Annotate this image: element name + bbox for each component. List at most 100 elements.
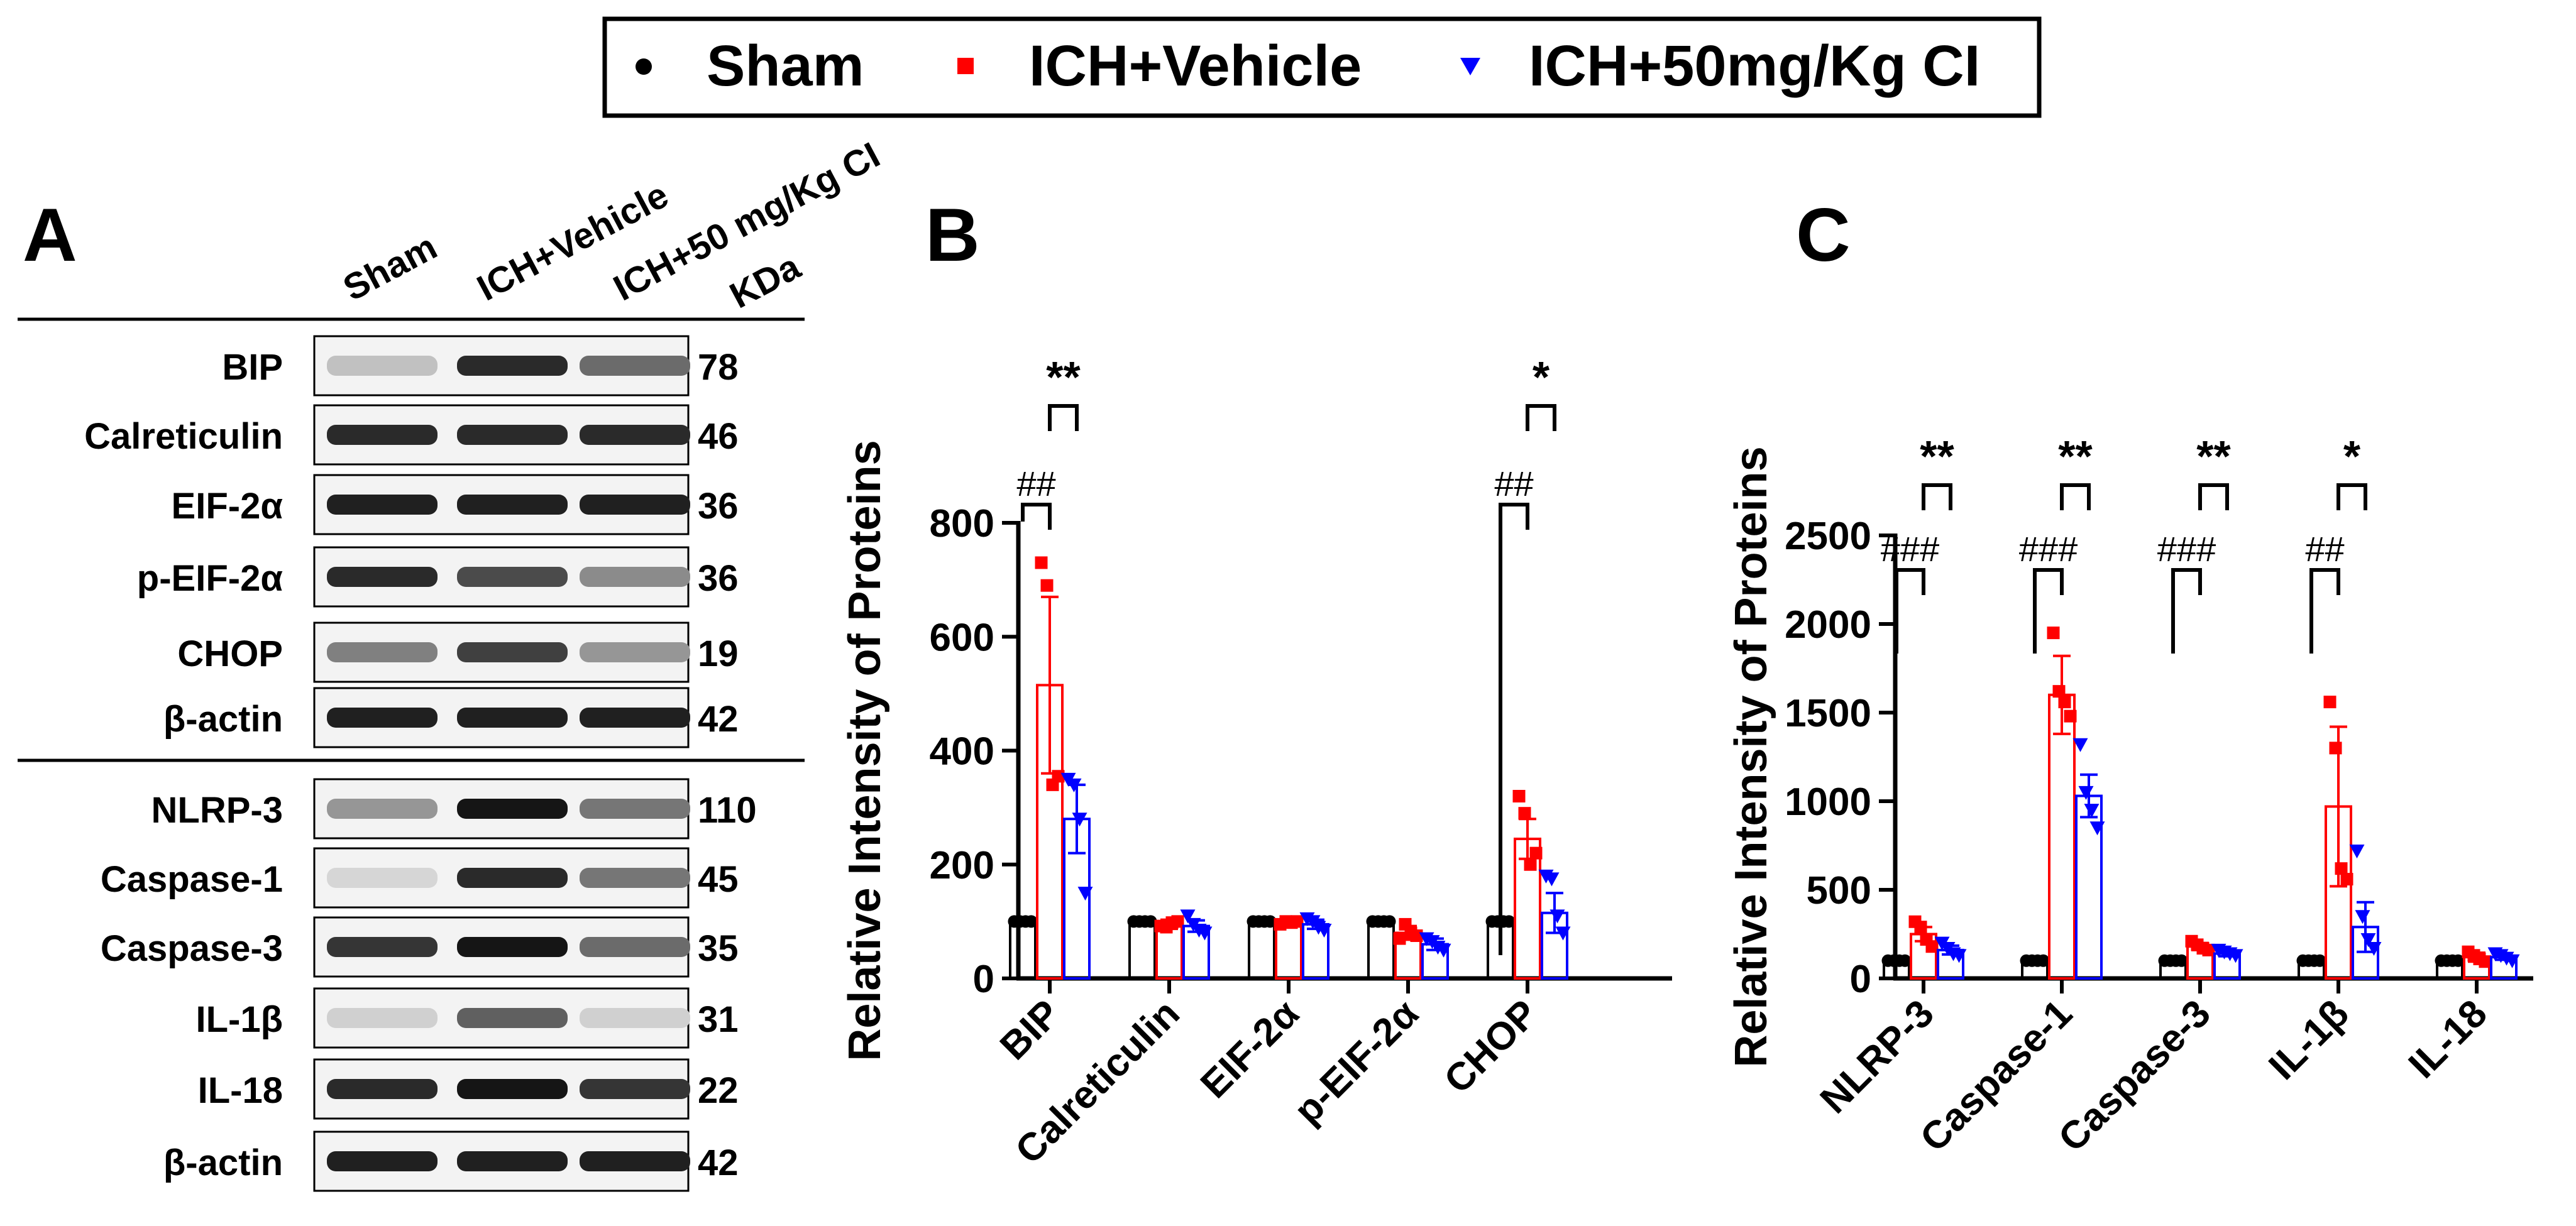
blot-row-4-p-eif-2alpha: p-EIF-2α 36 — [137, 546, 739, 608]
blot-protein-label: EIF-2α — [172, 486, 283, 527]
blot-kda-label: 110 — [698, 790, 757, 831]
y-tick-label: 800 — [930, 502, 994, 545]
data-point — [2037, 954, 2050, 967]
blot-band-lane-2 — [457, 937, 568, 957]
blot-band-lane-2 — [457, 708, 568, 728]
significance-label: ### — [2157, 529, 2216, 569]
significance-label: ## — [1016, 464, 1055, 503]
data-point — [2479, 955, 2492, 968]
blot-band-lane-2 — [457, 868, 568, 888]
data-point — [1072, 813, 1087, 827]
data-point — [2175, 954, 2188, 967]
significance-bracket: ### — [2157, 529, 2216, 654]
blot-kda-label: 45 — [698, 859, 739, 900]
data-point — [1925, 940, 1939, 953]
data-point — [1512, 790, 1526, 802]
data-point — [1524, 858, 1537, 871]
blot-row-2-calreticulin: Calreticulin 46 — [84, 404, 739, 466]
blot-row-11-il-18: IL-18 22 — [198, 1058, 739, 1120]
blot-protein-label: Caspase-3 — [101, 928, 283, 969]
bracket-line — [2060, 483, 2091, 510]
significance-label: * — [1533, 353, 1550, 402]
blot-band-lane-3 — [580, 708, 690, 728]
data-point — [2058, 696, 2071, 709]
data-point — [1077, 887, 1093, 901]
bracket-line — [2033, 568, 2064, 654]
data-point — [2355, 910, 2370, 924]
y-tick-label: 2500 — [1785, 515, 1871, 558]
blot-band-lane-3 — [580, 937, 690, 957]
blot-kda-label: 36 — [698, 558, 739, 599]
data-point — [1316, 923, 1332, 938]
blot-protein-label: β-actin — [163, 699, 283, 740]
significance-bracket: ** — [2196, 432, 2231, 510]
data-point — [1914, 921, 1927, 934]
data-point — [1066, 778, 1082, 792]
y-axis-label: Relative Intensity of Proteins — [840, 440, 890, 1061]
data-point — [2228, 949, 2243, 963]
data-point — [1263, 915, 1277, 928]
data-point — [2064, 709, 2077, 723]
data-point — [2452, 954, 2465, 967]
blot-protein-label: BIP — [222, 347, 283, 388]
blot-band-lane-1 — [327, 356, 438, 376]
significance-bracket: ### — [1881, 529, 1939, 654]
blot-band-lane-2 — [457, 642, 568, 662]
blot-protein-label: CHOP — [177, 633, 283, 674]
blot-band-lane-1 — [327, 937, 438, 957]
blot-band-lane-2 — [457, 495, 568, 515]
blot-kda-label: 42 — [698, 1142, 739, 1183]
data-point — [1951, 949, 1967, 963]
legend-box — [602, 16, 2042, 118]
data-point — [2072, 738, 2088, 752]
blot-kda-label: 22 — [698, 1070, 739, 1111]
data-point — [1393, 932, 1406, 945]
blot-band-lane-1 — [327, 642, 438, 662]
blot-row-9-caspase-3: Caspase-3 35 — [101, 916, 739, 978]
y-tick-label: 600 — [930, 616, 994, 659]
bracket-line — [1526, 404, 1556, 431]
legend-marker-ci-icon — [1460, 58, 1480, 75]
blot-protein-label: Calreticulin — [84, 416, 283, 457]
blot-band-lane-2 — [457, 1151, 568, 1171]
data-point — [2084, 804, 2100, 818]
y-axis-label: Relative Intensity of Proteins — [1726, 446, 1776, 1067]
significance-label: ** — [1046, 353, 1081, 402]
blot-protein-label: p-EIF-2α — [137, 558, 283, 599]
blot-kda-label: 31 — [698, 999, 739, 1040]
data-point — [1144, 915, 1157, 928]
data-point — [1502, 915, 1516, 928]
data-point — [1555, 926, 1571, 941]
blot-band-lane-3 — [580, 567, 690, 587]
blot-row-8-caspase-1: Caspase-1 45 — [101, 847, 739, 909]
bracket-line — [2337, 483, 2367, 510]
data-point — [2078, 785, 2094, 800]
blot-band-lane-3 — [580, 799, 690, 819]
blot-kda-label: 36 — [698, 486, 739, 527]
data-point — [2329, 742, 2342, 755]
data-point — [2366, 942, 2382, 956]
blot-band-lane-1 — [327, 868, 438, 888]
y-tick-label: 200 — [930, 844, 994, 887]
data-point — [1291, 915, 1304, 928]
blot-kda-label: 42 — [698, 699, 739, 740]
data-point — [1898, 954, 1912, 967]
blot-band-lane-3 — [580, 868, 690, 888]
blot-band-lane-2 — [457, 1079, 568, 1099]
significance-bracket: ## — [2305, 529, 2345, 654]
data-point — [1549, 909, 1565, 924]
legend-label-vehicle: ICH+Vehicle — [1029, 34, 1362, 98]
data-point — [1171, 915, 1184, 928]
y-tick-label: 1000 — [1785, 780, 1871, 824]
blot-row-3-eif-2alpha: EIF-2α 36 — [172, 474, 739, 535]
y-tick-label: 1500 — [1785, 692, 1871, 735]
data-point — [2335, 862, 2348, 875]
blot-row-7-nlrp-3: NLRP-3 110 — [151, 778, 757, 840]
data-point — [1383, 915, 1396, 928]
panel-letter-b: B — [925, 193, 980, 277]
blot-band-lane-3 — [580, 356, 690, 376]
blot-band-lane-1 — [327, 1008, 438, 1028]
significance-bracket: * — [1526, 353, 1556, 431]
blot-protein-label: IL-18 — [198, 1070, 283, 1111]
